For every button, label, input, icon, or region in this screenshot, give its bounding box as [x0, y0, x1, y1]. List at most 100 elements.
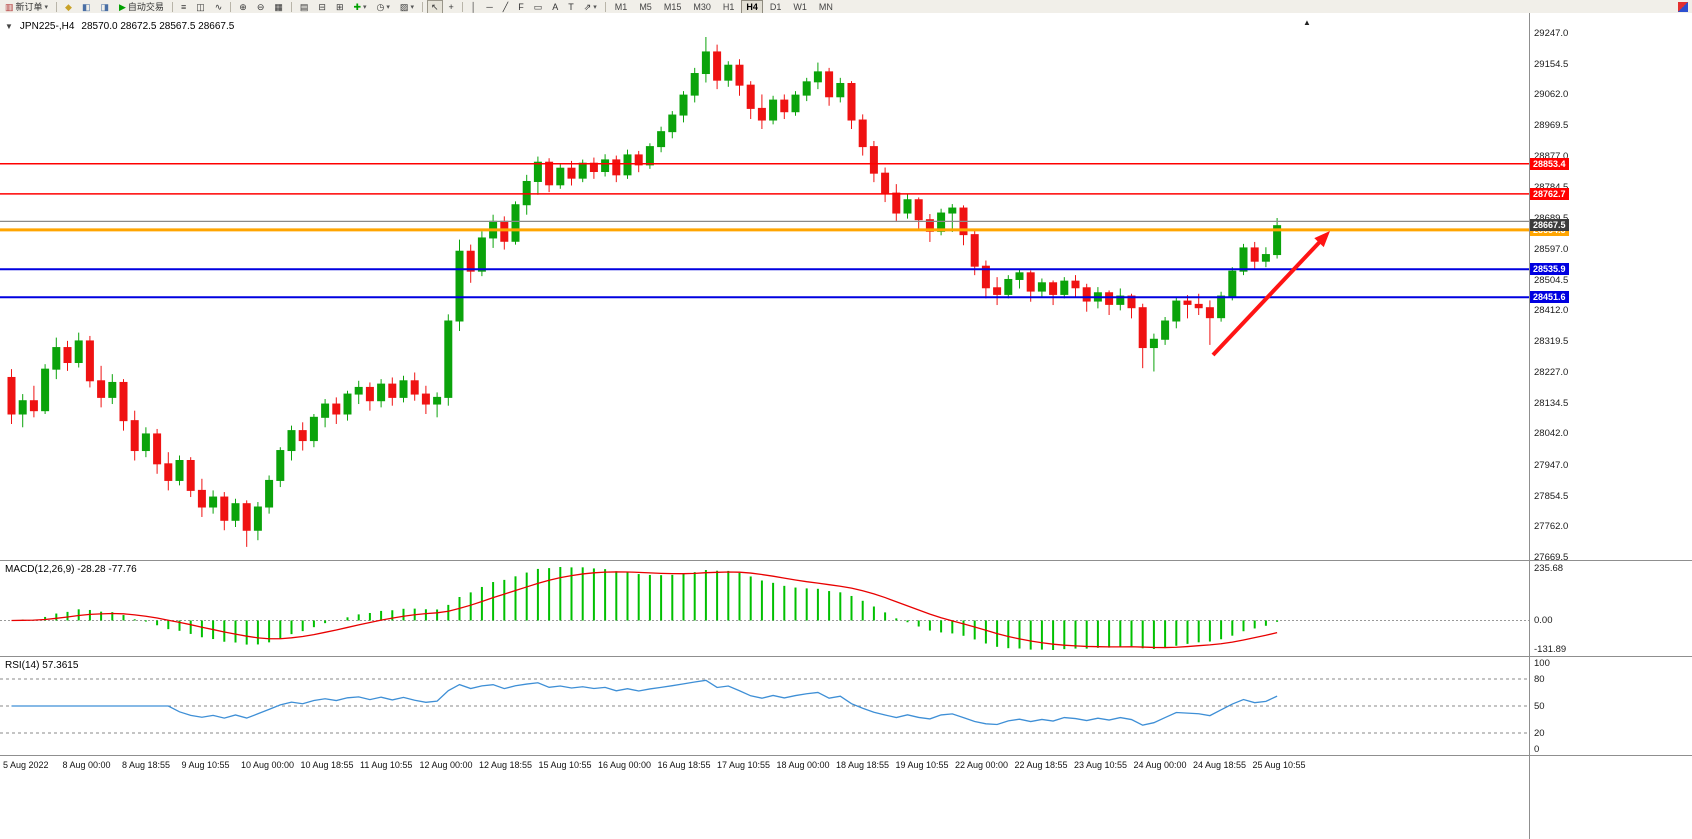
expert-advisors-icon: ◆: [65, 1, 72, 12]
timeframe-w1[interactable]: W1: [793, 1, 807, 12]
main-chart-canvas[interactable]: [0, 13, 1529, 776]
timeframe-m1[interactable]: M1: [614, 1, 628, 12]
timeframe-m30[interactable]: M30: [693, 1, 711, 12]
chevron-down-icon: ▾: [363, 3, 367, 11]
time-axis-label: 16 Aug 18:55: [657, 760, 711, 770]
candle-body: [903, 199, 912, 214]
new-order-button[interactable]: ▥ 新订单 ▾: [1, 0, 52, 14]
candle-body: [668, 114, 677, 133]
bar-chart-button[interactable]: ≡: [177, 0, 190, 14]
crosshair-icon: +: [448, 1, 454, 12]
candle-body: [623, 154, 632, 176]
candle-body: [1105, 292, 1114, 305]
candle-body: [567, 167, 576, 179]
panel-splitter-main-macd[interactable]: [0, 560, 1692, 561]
chart-symbol-period: JPN225-,H4: [19, 21, 75, 32]
expert-advisors-button[interactable]: ◆: [61, 0, 76, 14]
candle-body: [791, 94, 800, 113]
candle-body: [724, 64, 733, 81]
tile-horizontal-button[interactable]: ⊟: [314, 0, 330, 14]
candle-body: [276, 450, 285, 481]
zoom-out-button[interactable]: ⊖: [253, 0, 269, 14]
candle-body: [309, 416, 318, 442]
timeframe-h1[interactable]: H1: [722, 1, 735, 12]
candle-body: [1205, 307, 1214, 319]
candlestick-chart-icon: ◫: [196, 1, 205, 12]
time-axis-label: 15 Aug 10:55: [538, 760, 592, 770]
vertical-line-button[interactable]: │: [467, 0, 481, 14]
candle-body: [1060, 280, 1069, 295]
cursor-button[interactable]: ↖: [426, 0, 443, 14]
candle-body: [332, 403, 341, 415]
text-button[interactable]: A: [548, 0, 562, 14]
candle-body: [1161, 320, 1170, 340]
time-axis[interactable]: 5 Aug 2022 8 Aug 00:00 8 Aug 18:55 9 Aug 10…: [0, 756, 1529, 778]
price-axis-label: 27947.0: [1534, 459, 1569, 471]
price-axis[interactable]: 29247.0 29154.5 29062.0 28969.5 28877.0 28784…: [1529, 13, 1692, 839]
navigator-button[interactable]: ◨: [96, 0, 113, 14]
candle-body: [377, 383, 386, 402]
candle-body: [914, 199, 923, 221]
candle-body: [1116, 295, 1125, 305]
candle-body: [1149, 338, 1158, 349]
price-axis-label: 29247.0: [1534, 28, 1569, 39]
candle-body: [813, 71, 822, 83]
market-watch-button[interactable]: ◧: [78, 0, 95, 14]
arrows-button[interactable]: ⇗ ▾: [580, 0, 601, 14]
rsi-axis-label: 0: [1534, 744, 1540, 755]
text-label-button[interactable]: T: [564, 0, 578, 14]
timeframe-mn[interactable]: MN: [818, 1, 833, 12]
tile-horizontal-icon: ⊟: [318, 1, 326, 12]
tile-windows-button[interactable]: ▦: [270, 0, 287, 14]
fibonacci-button[interactable]: F: [514, 0, 528, 14]
shapes-button[interactable]: ▭: [530, 0, 547, 14]
price-axis-label: 27854.5: [1534, 490, 1569, 502]
candle-body: [421, 393, 430, 405]
candle-body: [769, 99, 778, 121]
one-click-trading-toggle[interactable]: ▼: [5, 22, 13, 31]
zoom-in-button[interactable]: ⊕: [235, 0, 251, 14]
panel-splitter-macd-rsi[interactable]: [0, 656, 1692, 657]
timeframe-h4[interactable]: H4: [741, 0, 763, 14]
candle-body: [97, 380, 106, 398]
macd-histogram: [21, 567, 1279, 650]
chart-ohlc-values: 28570.0 28672.5 28567.5 28667.5: [81, 21, 235, 32]
trend-arrow-annotation[interactable]: [1211, 235, 1326, 357]
rsi-axis-label: 20: [1534, 728, 1545, 739]
timeframe-m15[interactable]: M15: [663, 1, 682, 12]
price-level-badge: 28853.4: [1530, 157, 1569, 170]
indicators-button[interactable]: ✚ ▾: [349, 0, 370, 14]
timeframe-d1[interactable]: D1: [769, 1, 782, 12]
chart-header: ▼ JPN225-,H4 28570.0 28672.5 28567.5 286…: [5, 21, 234, 32]
macd-indicator-label: MACD(12,26,9) -28.28 -77.76: [5, 564, 137, 575]
chart-shift-marker[interactable]: ▲: [1303, 18, 1311, 27]
autotrading-button[interactable]: ▶ 自动交易: [115, 0, 168, 14]
cascade-windows-button[interactable]: ▤: [296, 0, 313, 14]
candle-body: [444, 320, 453, 398]
time-axis-label: 24 Aug 18:55: [1193, 760, 1247, 770]
tile-vertical-button[interactable]: ⊞: [332, 0, 348, 14]
line-chart-button[interactable]: ∿: [211, 0, 227, 14]
horizontal-line-button[interactable]: ─: [482, 0, 496, 14]
timeframe-m5[interactable]: M5: [639, 1, 652, 12]
candle-body: [1026, 272, 1035, 292]
candle-body: [701, 51, 710, 75]
toolbar-separator: [230, 1, 232, 12]
toolbar-separator: [171, 1, 173, 12]
candle-body: [1071, 280, 1080, 289]
crosshair-button[interactable]: +: [445, 0, 458, 14]
candlestick-chart-button[interactable]: ◫: [192, 0, 209, 14]
periods-button[interactable]: ◷ ▾: [373, 0, 394, 14]
autotrading-icon: ▶: [119, 1, 126, 12]
time-axis-label: 18 Aug 00:00: [776, 760, 830, 770]
candle-body: [847, 82, 856, 121]
templates-button[interactable]: ▨ ▾: [396, 0, 418, 14]
trendline-button[interactable]: ╱: [499, 0, 512, 14]
community-icon[interactable]: [1678, 2, 1688, 12]
horizontal-line-icon: ─: [486, 1, 493, 12]
bar-chart-icon: ≡: [180, 1, 187, 12]
chart-window[interactable]: ▼ JPN225-,H4 28570.0 28672.5 28567.5 286…: [0, 13, 1692, 839]
panel-splitter-rsi-timeaxis[interactable]: [0, 755, 1692, 756]
line-chart-icon: ∿: [214, 1, 223, 12]
